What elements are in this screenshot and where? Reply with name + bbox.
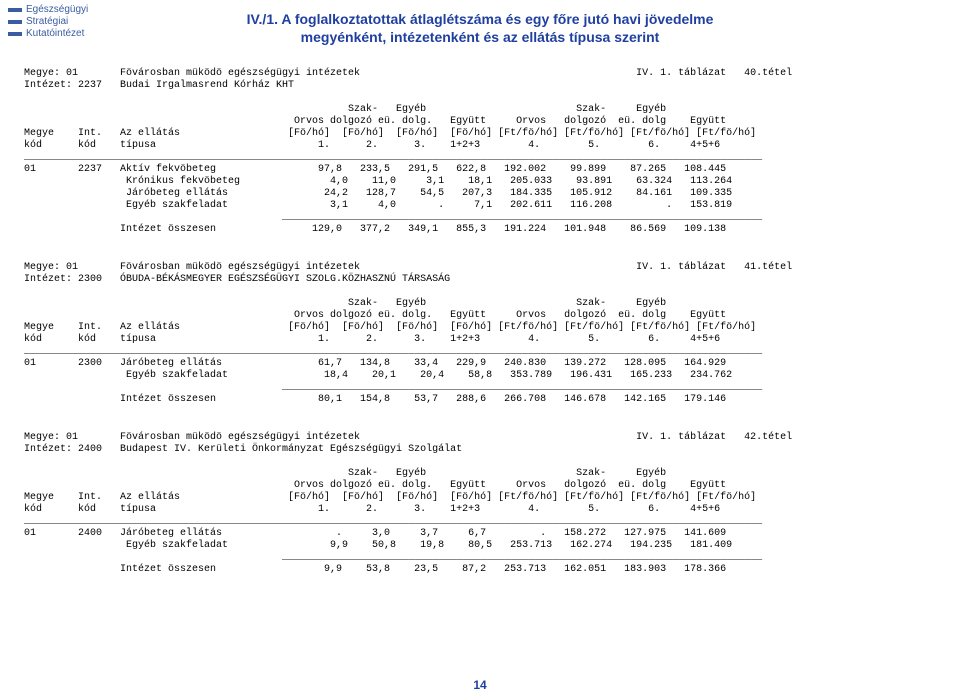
logo-bar-icon — [8, 8, 22, 12]
title-line-2: megyénként, intézetenként és az ellátás … — [24, 28, 936, 46]
logo-row-3: Kutatóintézet — [8, 28, 88, 40]
logo-row-1: Egészségügyi — [8, 4, 88, 16]
report-section: Megye: 01 Fövárosban müködö egészségügyi… — [24, 68, 936, 236]
report-section: Megye: 01 Fövárosban müködö egészségügyi… — [24, 262, 936, 406]
institute-logo: Egészségügyi Stratégiai Kutatóintézet — [8, 4, 88, 40]
title-line-1: IV./1. A foglalkoztatottak átlaglétszáma… — [24, 10, 936, 28]
logo-text-3: Kutatóintézet — [26, 28, 84, 40]
logo-bar-icon — [8, 32, 22, 36]
page: Egészségügyi Stratégiai Kutatóintézet IV… — [0, 0, 960, 698]
logo-text-2: Stratégiai — [26, 16, 68, 28]
report-sections: Megye: 01 Fövárosban müködö egészségügyi… — [24, 68, 936, 576]
logo-bar-icon — [8, 20, 22, 24]
logo-row-2: Stratégiai — [8, 16, 88, 28]
page-title: IV./1. A foglalkoztatottak átlaglétszáma… — [24, 10, 936, 46]
logo-text-1: Egészségügyi — [26, 4, 88, 16]
report-section: Megye: 01 Fövárosban müködö egészségügyi… — [24, 432, 936, 576]
page-number: 14 — [0, 678, 960, 692]
